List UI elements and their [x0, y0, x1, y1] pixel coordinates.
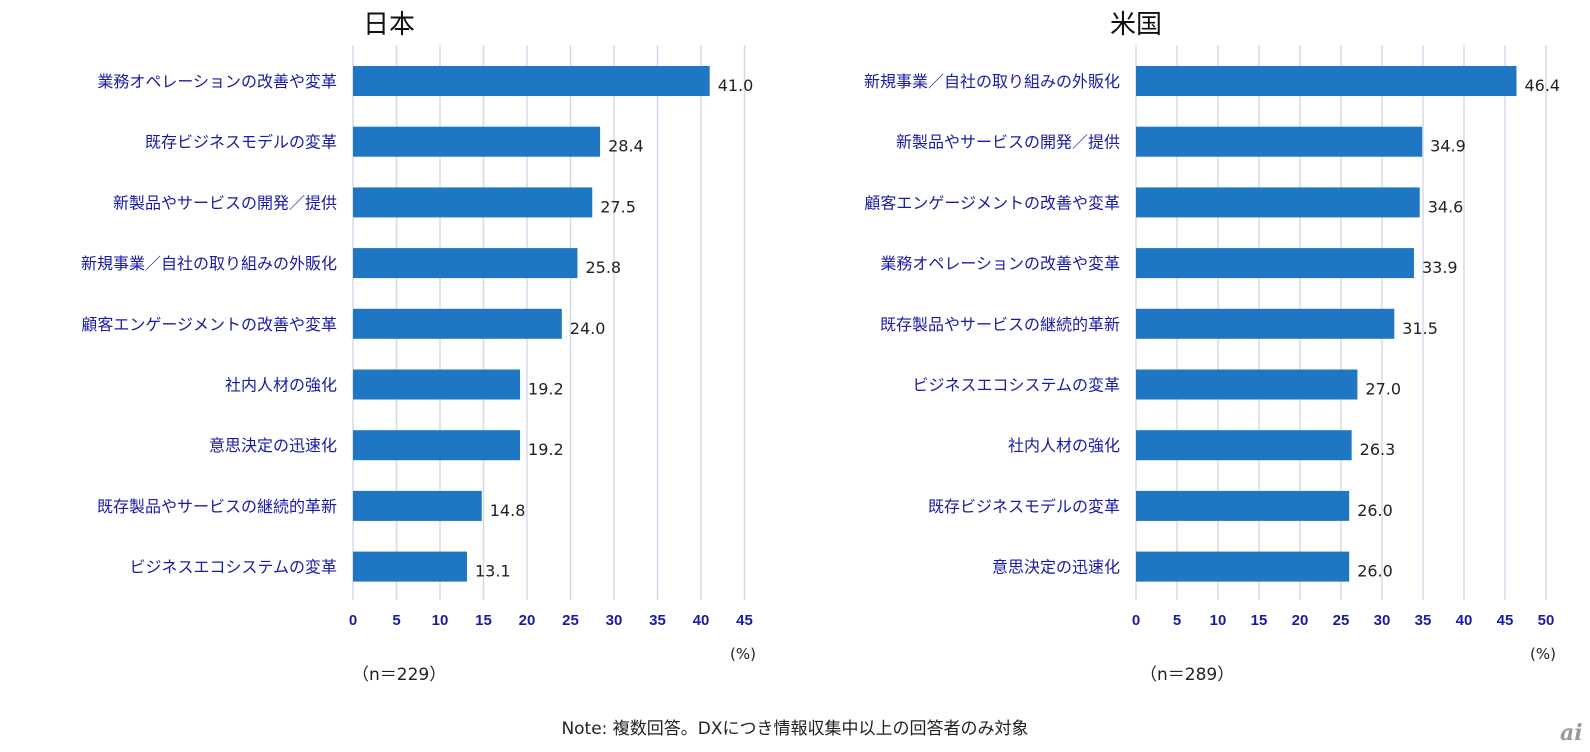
- value-label-us: 34.6: [1428, 197, 1464, 216]
- x-tick-label-japan: 15: [475, 612, 492, 629]
- x-tick-label-japan: 5: [392, 612, 400, 629]
- x-tick-label-us: 30: [1374, 612, 1391, 629]
- bar-us: [1136, 551, 1350, 582]
- value-label-japan: 13.1: [475, 562, 511, 581]
- unit-label-japan: (%): [730, 645, 756, 663]
- bar-us: [1136, 308, 1395, 339]
- x-tick-label-us: 35: [1415, 612, 1432, 629]
- x-tick-label-us: 5: [1173, 612, 1181, 629]
- bar-us: [1136, 66, 1517, 96]
- value-label-japan: 19.2: [528, 380, 564, 399]
- category-label-japan: ビジネスエコシステムの変革: [129, 558, 337, 577]
- x-tick-label-us: 25: [1333, 612, 1350, 629]
- x-tick-label-japan: 40: [693, 612, 710, 629]
- value-label-japan: 14.8: [490, 501, 526, 520]
- x-tick-label-us: 15: [1251, 612, 1268, 629]
- value-label-japan: 41.0: [718, 76, 754, 95]
- bar-japan: [353, 369, 521, 400]
- category-label-japan: 意思決定の迅速化: [209, 436, 337, 455]
- bar-us: [1136, 187, 1420, 218]
- category-label-us: 社内人材の強化: [1008, 436, 1120, 455]
- category-label-us: 新製品やサービスの開発／提供: [896, 133, 1120, 152]
- x-tick-label-japan: 25: [562, 612, 579, 629]
- value-label-japan: 24.0: [570, 319, 606, 338]
- value-label-us: 33.9: [1422, 258, 1458, 277]
- bar-japan: [353, 490, 482, 521]
- category-label-us: ビジネスエコシステムの変革: [912, 376, 1120, 395]
- x-tick-label-japan: 35: [649, 612, 666, 629]
- sample-size-us: （n＝289）: [1140, 665, 1235, 685]
- x-tick-label-japan: 30: [606, 612, 623, 629]
- bar-japan: [353, 248, 578, 279]
- bar-japan: [353, 187, 593, 218]
- bar-us: [1136, 248, 1414, 279]
- chart-title-us: 米国: [1110, 10, 1163, 40]
- site-logo: ai: [1560, 720, 1583, 746]
- bar-japan: [353, 551, 467, 582]
- x-tick-label-us: 0: [1132, 612, 1140, 629]
- category-label-us: 意思決定の迅速化: [992, 558, 1120, 577]
- bar-japan: [353, 308, 562, 339]
- x-tick-label-us: 40: [1456, 612, 1473, 629]
- category-label-japan: 新製品やサービスの開発／提供: [113, 193, 337, 212]
- category-label-us: 業務オペレーションの改善や変革: [880, 254, 1120, 273]
- sample-size-japan: （n＝229）: [352, 665, 447, 685]
- unit-label-us: (%): [1530, 645, 1556, 663]
- category-label-japan: 既存ビジネスモデルの変革: [145, 133, 337, 152]
- x-tick-label-us: 20: [1292, 612, 1309, 629]
- value-label-us: 27.0: [1365, 380, 1401, 399]
- category-label-japan: 既存製品やサービスの継続的革新: [97, 497, 337, 516]
- category-label-us: 新規事業／自社の取り組みの外販化: [864, 72, 1120, 91]
- value-label-us: 26.0: [1357, 562, 1393, 581]
- category-label-japan: 新規事業／自社の取り組みの外販化: [81, 254, 337, 273]
- x-tick-label-japan: 10: [432, 612, 449, 629]
- value-label-japan: 19.2: [528, 440, 564, 459]
- value-label-us: 46.4: [1524, 76, 1560, 95]
- bar-us: [1136, 369, 1358, 400]
- x-tick-label-japan: 0: [349, 612, 357, 629]
- value-label-japan: 25.8: [585, 258, 621, 277]
- x-tick-label-us: 50: [1538, 612, 1555, 629]
- category-label-japan: 顧客エンゲージメントの改善や変革: [81, 315, 337, 334]
- category-label-japan: 業務オペレーションの改善や変革: [97, 72, 337, 91]
- bar-japan: [353, 66, 710, 96]
- value-label-japan: 27.5: [600, 197, 636, 216]
- footnote: Note: 複数回答。DXにつき情報収集中以上の回答者のみ対象: [561, 719, 1029, 739]
- bar-us: [1136, 490, 1350, 521]
- value-label-us: 34.9: [1430, 137, 1466, 156]
- bar-us: [1136, 126, 1423, 157]
- x-tick-label-japan: 20: [519, 612, 536, 629]
- bar-japan: [353, 430, 521, 461]
- category-label-japan: 社内人材の強化: [225, 376, 337, 395]
- value-label-us: 26.3: [1360, 440, 1396, 459]
- category-label-us: 既存製品やサービスの継続的革新: [880, 315, 1120, 334]
- x-tick-label-japan: 45: [736, 612, 753, 629]
- x-tick-label-us: 10: [1210, 612, 1227, 629]
- category-label-us: 顧客エンゲージメントの改善や変革: [864, 193, 1120, 212]
- value-label-us: 26.0: [1357, 501, 1393, 520]
- chart-title-japan: 日本: [363, 10, 416, 40]
- value-label-us: 31.5: [1402, 319, 1438, 338]
- bar-us: [1136, 430, 1352, 461]
- category-label-us: 既存ビジネスモデルの変革: [928, 497, 1120, 516]
- bar-japan: [353, 126, 601, 157]
- value-label-japan: 28.4: [608, 137, 644, 156]
- x-tick-label-us: 45: [1497, 612, 1514, 629]
